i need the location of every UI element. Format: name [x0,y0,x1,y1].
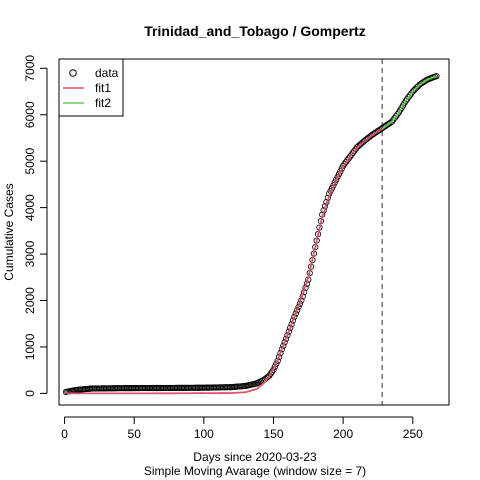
data-point [287,324,294,331]
y-tick-label: 7000 [23,55,37,82]
data-point [270,366,277,373]
legend-fit1-label: fit1 [95,81,111,95]
legend-fit2-label: fit2 [95,96,111,110]
x-tick-label: 100 [194,427,214,441]
x-axis-label: Days since 2020-03-23 [193,450,317,464]
plot-area [62,59,440,405]
y-tick-label: 2000 [23,287,37,314]
x-tick-label: 250 [403,427,423,441]
chart-title: Trinidad_and_Tobago / Gompertz [144,23,365,39]
y-tick-label: 4000 [23,194,37,221]
data-point [291,313,298,320]
legend-data-label: data [95,66,119,80]
data-point [288,321,295,328]
data-point [285,328,292,335]
legend-data-marker [69,69,77,77]
data-point [282,335,290,342]
series-line-fit1 [65,128,383,395]
y-tick-label: 1000 [23,333,37,360]
data-point [394,111,401,118]
y-tick-label: 6000 [23,101,37,128]
x-tick-label: 150 [263,427,283,441]
data-point [269,368,276,375]
x-tick-label: 200 [333,427,353,441]
data-point [289,317,297,324]
data-point [281,339,288,346]
series-line-fit2 [381,75,437,130]
x-tick-label: 50 [128,427,142,441]
plot-frame [58,58,450,406]
x-tick-label: 0 [61,427,68,441]
axes: 0 50 100 150 200 250 0 1000 2000 3000 4000 5000 6000… [23,55,423,441]
y-axis-label: Cumulative Cases [2,183,16,280]
y-tick-label: 5000 [23,148,37,175]
y-tick-label: 3000 [23,240,37,267]
data-point [284,332,291,339]
chart-subtitle: Simple Moving Avarage (window size = 7) [144,464,366,478]
legend: data fit1 fit2 [58,58,124,117]
y-tick-label: 0 [23,390,37,397]
